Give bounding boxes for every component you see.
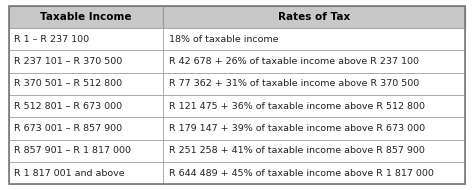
Text: R 1 – R 237 100: R 1 – R 237 100: [14, 35, 89, 44]
Bar: [163, 73, 465, 95]
Bar: [9, 28, 163, 50]
Text: R 857 901 – R 1 817 000: R 857 901 – R 1 817 000: [14, 146, 131, 155]
Text: R 370 501 – R 512 800: R 370 501 – R 512 800: [14, 79, 122, 88]
Text: R 237 101 – R 370 500: R 237 101 – R 370 500: [14, 57, 122, 66]
Text: R 42 678 + 26% of taxable income above R 237 100: R 42 678 + 26% of taxable income above R…: [169, 57, 419, 66]
Bar: [163, 162, 465, 184]
Text: R 77 362 + 31% of taxable income above R 370 500: R 77 362 + 31% of taxable income above R…: [169, 79, 419, 88]
Bar: [9, 117, 163, 140]
Text: Rates of Tax: Rates of Tax: [278, 12, 350, 22]
Text: Taxable Income: Taxable Income: [40, 12, 131, 22]
Bar: [9, 50, 163, 73]
Text: R 673 001 – R 857 900: R 673 001 – R 857 900: [14, 124, 122, 133]
Bar: [9, 95, 163, 117]
Bar: [9, 6, 163, 28]
Bar: [163, 6, 465, 28]
Text: R 644 489 + 45% of taxable income above R 1 817 000: R 644 489 + 45% of taxable income above …: [169, 169, 434, 178]
Text: R 251 258 + 41% of taxable income above R 857 900: R 251 258 + 41% of taxable income above …: [169, 146, 425, 155]
Text: R 121 475 + 36% of taxable income above R 512 800: R 121 475 + 36% of taxable income above …: [169, 102, 425, 111]
Text: R 179 147 + 39% of taxable income above R 673 000: R 179 147 + 39% of taxable income above …: [169, 124, 425, 133]
Text: R 1 817 001 and above: R 1 817 001 and above: [14, 169, 125, 178]
Bar: [163, 140, 465, 162]
Text: R 512 801 – R 673 000: R 512 801 – R 673 000: [14, 102, 122, 111]
Bar: [163, 117, 465, 140]
Text: 18% of taxable income: 18% of taxable income: [169, 35, 278, 44]
Bar: [163, 28, 465, 50]
Bar: [9, 162, 163, 184]
Bar: [163, 50, 465, 73]
Bar: [9, 140, 163, 162]
Bar: [163, 95, 465, 117]
Bar: [9, 73, 163, 95]
